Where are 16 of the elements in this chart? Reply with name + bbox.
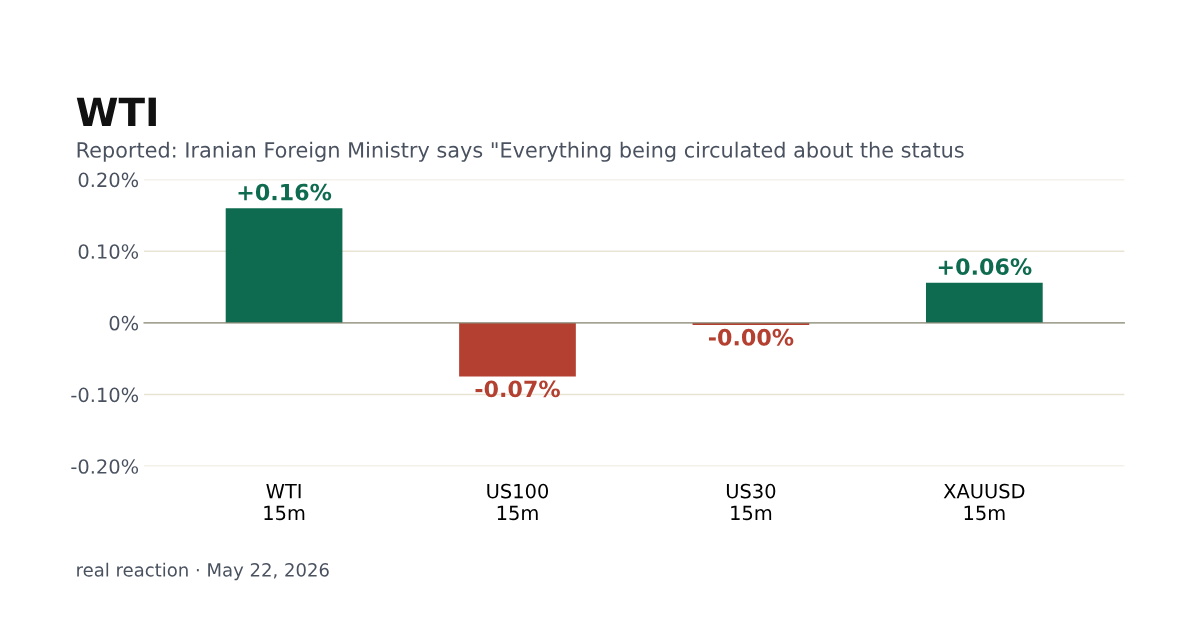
x-tick-label: XAUUSD 15m xyxy=(943,483,1025,521)
y-tick-label: 0% xyxy=(109,315,139,331)
data-label: +0.16% xyxy=(238,183,332,201)
data-label: -0.07% xyxy=(475,380,560,398)
data-label: +0.06% xyxy=(938,258,1032,275)
y-tick-label: 0.10% xyxy=(78,244,139,259)
chart-title: WTI xyxy=(76,97,156,126)
x-tick-label: WTI 15m xyxy=(264,484,305,521)
y-tick-label: 0.20% xyxy=(78,172,139,188)
data-label: -0.00% xyxy=(708,328,794,346)
x-tick-label: US30 15m xyxy=(726,483,776,521)
text: real reaction · May 22, 2026 xyxy=(77,562,329,581)
x-tick-label: US100 15m xyxy=(487,483,549,521)
y-tick-label: -0.20% xyxy=(71,459,139,474)
y-tick-label: -0.10% xyxy=(71,387,139,403)
chart-subtitle: Reported: Iranian Foreign Ministry says "Everything being circulated about the status xyxy=(77,141,964,162)
